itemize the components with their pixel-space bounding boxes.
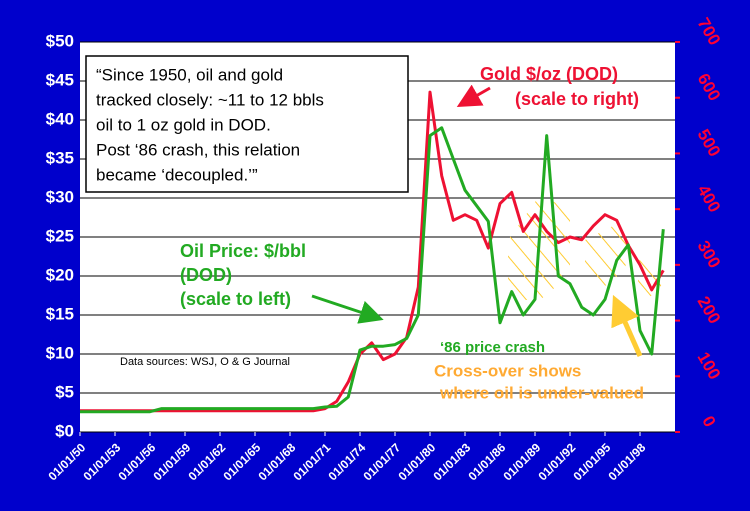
quote-line: Post ‘86 crash, this relation xyxy=(96,140,300,159)
crossover-label: where oil is under-valued xyxy=(439,383,644,402)
y-tick-label: $25 xyxy=(46,226,74,245)
source-note: Data sources: WSJ, O & G Journal xyxy=(120,356,290,368)
x-tick-label: 01/01/74 xyxy=(325,440,368,483)
y2-tick-label: 400 xyxy=(694,182,725,216)
y2-tick-label: 500 xyxy=(694,126,725,160)
y2-tick-label: 300 xyxy=(694,237,725,271)
x-tick-label: 01/01/65 xyxy=(220,440,263,483)
x-tick-label: 01/01/71 xyxy=(290,440,333,483)
y-tick-label: $50 xyxy=(46,31,74,50)
hatch-area xyxy=(585,225,630,290)
y-tick-label: $30 xyxy=(46,187,74,206)
y-tick-label: $35 xyxy=(46,148,74,167)
x-tick-label: 01/01/86 xyxy=(465,440,508,483)
y-tick-label: $20 xyxy=(46,265,74,284)
y-tick-label: $10 xyxy=(46,343,74,362)
quote-line: “Since 1950, oil and gold xyxy=(96,65,283,84)
oil-label: (scale to left) xyxy=(180,289,291,309)
y2-tick-label: 600 xyxy=(694,70,725,104)
x-tick-label: 01/01/56 xyxy=(115,440,158,483)
x-tick-label: 01/01/95 xyxy=(570,440,613,483)
x-tick-label: 01/01/68 xyxy=(255,440,298,483)
crash-label: ‘86 price crash xyxy=(440,339,545,356)
x-tick-label: 01/01/62 xyxy=(185,440,228,483)
gold-label: (scale to right) xyxy=(515,89,639,109)
x-tick-label: 01/01/92 xyxy=(535,440,578,483)
y-tick-label: $45 xyxy=(46,70,74,89)
series-line xyxy=(80,126,665,414)
y2-tick-label: 0 xyxy=(698,413,719,431)
arrow xyxy=(456,84,491,107)
x-tick-label: 01/01/50 xyxy=(45,440,88,483)
arrow xyxy=(311,294,384,324)
x-tick-label: 01/01/77 xyxy=(360,440,403,483)
oil-label: Oil Price: $/bbl xyxy=(180,241,306,261)
quote-line: oil to 1 oz gold in DOD. xyxy=(96,115,271,134)
arrow xyxy=(611,294,643,358)
quote-line: became ‘decoupled.’” xyxy=(96,165,258,184)
y-tick-label: $0 xyxy=(55,421,74,440)
oil-label: (DOD) xyxy=(180,265,232,285)
x-tick-label: 01/01/59 xyxy=(150,440,193,483)
gold-label: Gold $/oz (DOD) xyxy=(480,64,618,84)
y-tick-label: $5 xyxy=(55,382,74,401)
y2-tick-label: 200 xyxy=(694,293,725,327)
x-tick-label: 01/01/98 xyxy=(605,440,648,483)
quote-line: tracked closely: ~11 to 12 bbls xyxy=(96,90,324,109)
y-tick-label: $40 xyxy=(46,109,74,128)
x-tick-label: 01/01/89 xyxy=(500,440,543,483)
y2-tick-label: 700 xyxy=(694,14,725,48)
x-tick-label: 01/01/83 xyxy=(430,440,473,483)
quote-box xyxy=(85,55,409,193)
series-line xyxy=(80,90,665,413)
y-tick-label: $15 xyxy=(46,304,74,323)
y2-tick-label: 100 xyxy=(694,349,725,383)
x-tick-label: 01/01/80 xyxy=(395,440,438,483)
x-tick-label: 01/01/53 xyxy=(80,440,123,483)
crossover-label: Cross-over shows xyxy=(434,361,581,380)
